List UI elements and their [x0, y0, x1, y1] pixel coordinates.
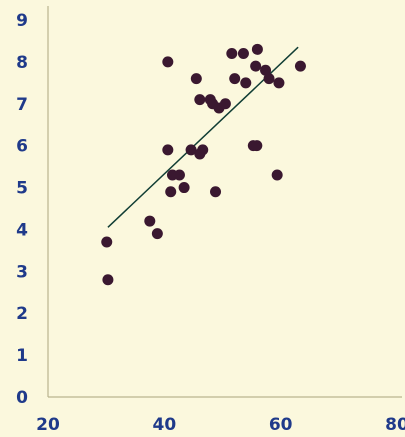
- scatter-point: [271, 169, 283, 181]
- scatter-point: [165, 186, 177, 198]
- y-tick-label: 8: [16, 53, 28, 73]
- y-tick-label: 5: [16, 179, 28, 199]
- scatter-point: [144, 215, 156, 227]
- scatter-point: [178, 182, 190, 194]
- y-tick-label: 4: [16, 220, 28, 240]
- y-tick-label: 2: [16, 304, 28, 324]
- scatter-point: [185, 144, 197, 156]
- y-tick-labels: 0 1 2 3 4 5 6 7 8 9: [16, 11, 28, 408]
- scatter-point: [251, 43, 263, 55]
- scatter-point: [226, 48, 238, 60]
- scatter-point: [250, 60, 262, 72]
- y-tick-label: 7: [16, 95, 28, 115]
- scatter-point: [273, 77, 285, 89]
- y-tick-label: 0: [16, 388, 28, 408]
- x-tick-label: 40: [152, 415, 176, 435]
- scatter-point: [260, 64, 272, 76]
- scatter-point: [190, 73, 202, 85]
- scatter-point: [173, 169, 185, 181]
- x-tick-label: 20: [36, 415, 60, 435]
- scatter-points: [101, 43, 306, 286]
- scatter-point: [102, 274, 114, 286]
- scatter-point: [240, 77, 252, 89]
- scatter-point: [219, 98, 231, 110]
- scatter-point: [210, 186, 222, 198]
- y-tick-label: 3: [16, 262, 28, 282]
- scatter-point: [263, 73, 275, 85]
- scatter-point: [194, 94, 206, 106]
- x-tick-label: 80: [385, 415, 405, 435]
- y-tick-label: 1: [16, 346, 28, 366]
- scatter-point: [101, 236, 113, 248]
- scatter-point: [162, 56, 174, 68]
- scatter-point: [162, 144, 174, 156]
- scatter-point: [229, 73, 241, 85]
- y-tick-label: 6: [16, 137, 28, 157]
- x-tick-labels: 20 40 60 80: [36, 415, 405, 435]
- scatter-point: [237, 48, 249, 60]
- scatter-point: [251, 140, 263, 152]
- scatter-point: [197, 144, 209, 156]
- scatter-point: [151, 228, 163, 240]
- x-tick-label: 60: [269, 415, 293, 435]
- y-tick-label: 9: [16, 11, 28, 31]
- scatter-point: [294, 60, 306, 72]
